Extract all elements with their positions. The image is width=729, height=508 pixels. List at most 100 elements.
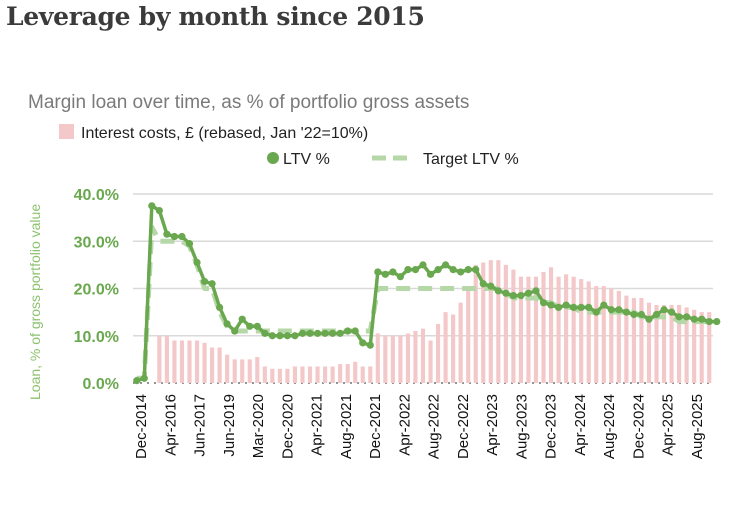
x-tick-label: Jun-2019 <box>221 394 238 457</box>
ltv-point <box>231 327 239 335</box>
ltv-point <box>344 327 352 335</box>
x-tick-label: Dec-2022 <box>455 394 472 459</box>
ltv-point <box>419 261 427 269</box>
ltv-point <box>178 232 186 241</box>
ltv-point <box>683 313 691 321</box>
interest-bar <box>360 366 365 383</box>
ltv-point <box>585 303 593 311</box>
interest-bar <box>503 264 508 383</box>
ltv-point <box>434 266 442 274</box>
ltv-point <box>600 301 608 309</box>
interest-bar <box>564 274 569 383</box>
ltv-point <box>690 315 698 323</box>
ltv-point <box>494 287 502 295</box>
interest-bar <box>624 295 629 383</box>
interest-bar <box>556 276 561 383</box>
ltv-point <box>487 282 495 290</box>
ltv-point <box>140 374 148 382</box>
x-tick-label: Aug-2025 <box>689 394 706 459</box>
x-tick-label: Mar-2020 <box>250 394 267 458</box>
interest-bar <box>232 359 237 383</box>
y-axis-label: Loan, % of gross portfolio value <box>27 204 43 400</box>
ltv-point <box>374 268 382 276</box>
ltv-point <box>622 308 630 316</box>
interest-bar <box>398 335 403 383</box>
interest-bar <box>571 276 576 383</box>
ltv-point <box>276 332 284 340</box>
ltv-point <box>193 258 201 267</box>
interest-bar <box>586 281 591 383</box>
ltv-point <box>366 341 374 349</box>
interest-bar <box>631 297 636 383</box>
interest-bar <box>443 312 448 383</box>
interest-bar <box>300 366 305 383</box>
interest-bar <box>609 288 614 383</box>
x-tick-label: Apr-2021 <box>309 394 326 456</box>
legend-label-interest: Interest costs, £ (rebased, Jan '22=10%) <box>81 125 368 142</box>
ltv-point <box>532 287 540 295</box>
x-tick-label: Aug-2024 <box>601 394 618 459</box>
interest-bar <box>210 347 215 383</box>
x-tick-label: Dec-2023 <box>543 394 560 459</box>
ltv-point <box>411 266 420 274</box>
interest-bar <box>255 357 260 383</box>
interest-bar <box>225 354 230 383</box>
ltv-point <box>509 291 517 300</box>
ltv-point <box>329 329 337 337</box>
interest-bar <box>405 333 411 383</box>
interest-bar <box>413 331 418 383</box>
ltv-point <box>133 377 141 385</box>
x-tick-label: Apr-2023 <box>484 394 501 456</box>
x-tick-label: Apr-2016 <box>162 394 179 456</box>
ltv-point <box>185 240 194 248</box>
target-ltv-path <box>136 224 717 381</box>
interest-bar <box>526 276 531 383</box>
ltv-point <box>539 299 548 307</box>
ltv-point <box>464 266 472 274</box>
ltv-path <box>136 204 717 383</box>
x-tick-label: Aug-2023 <box>513 394 530 459</box>
ltv-point <box>630 310 638 319</box>
interest-bar <box>307 366 313 383</box>
page-title: Leverage by month since 2015 <box>6 2 425 31</box>
y-tick-label: 10.0% <box>74 329 119 346</box>
ltv-line <box>133 202 721 385</box>
interest-bar <box>375 333 380 383</box>
x-tick-label: Dec-2020 <box>279 394 296 459</box>
interest-bar <box>533 276 539 383</box>
y-tick-label: 40.0% <box>74 187 119 204</box>
ltv-point <box>645 315 653 323</box>
interest-bar <box>548 267 554 383</box>
ltv-point <box>705 317 713 326</box>
x-tick-label: Apr-2025 <box>660 394 677 456</box>
interest-bar <box>292 366 298 383</box>
ltv-point <box>713 317 721 326</box>
interest-bar <box>451 314 456 383</box>
interest-bar <box>338 364 343 383</box>
interest-bar <box>164 335 169 383</box>
ltv-point <box>660 306 668 314</box>
interest-bar <box>699 312 704 383</box>
legend-ltv-marker <box>267 152 279 164</box>
interest-bar <box>684 307 689 383</box>
ltv-point <box>155 206 163 215</box>
ltv-point <box>457 268 465 276</box>
ltv-point <box>396 273 405 281</box>
ltv-point <box>163 230 171 238</box>
interest-bar <box>496 260 501 383</box>
ltv-point <box>667 308 676 316</box>
ltv-point <box>570 303 578 311</box>
ltv-point <box>426 270 435 278</box>
ltv-point <box>502 289 510 297</box>
interest-bar <box>473 264 478 383</box>
ltv-point <box>517 291 525 300</box>
x-tick-label: Aug-2022 <box>426 394 443 459</box>
ltv-point <box>313 329 322 337</box>
x-tick-label: Dec-2024 <box>630 394 647 459</box>
ltv-point <box>208 280 216 288</box>
interest-bar <box>240 359 245 383</box>
ltv-point <box>283 332 292 340</box>
interest-bar <box>315 366 320 383</box>
ltv-point <box>238 315 246 323</box>
ltv-point <box>577 303 585 311</box>
